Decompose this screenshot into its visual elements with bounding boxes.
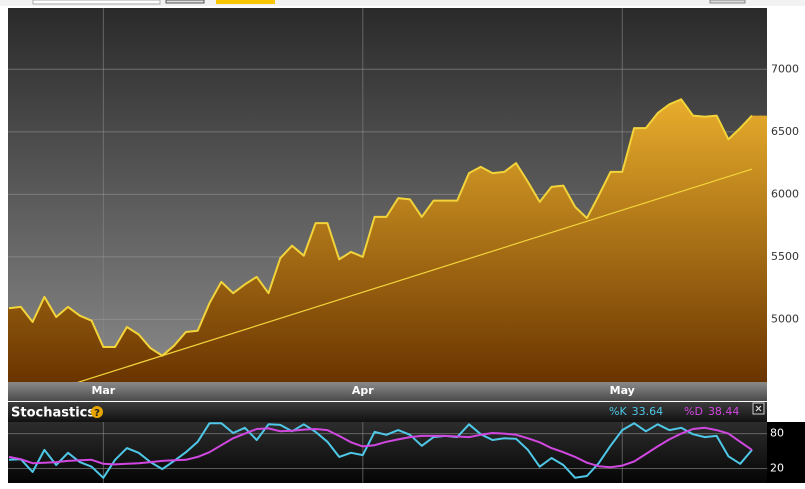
x-axis-strip [8, 382, 767, 401]
input-box[interactable] [32, 0, 161, 5]
area-fill [8, 99, 767, 382]
price-plot [8, 8, 767, 382]
series-line [8, 426, 753, 469]
legend-name: %D [684, 405, 703, 418]
toolbar [0, 0, 805, 6]
x-tick-label: Mar [91, 384, 115, 397]
y-tick-label: 7000 [771, 62, 799, 75]
help-text[interactable]: ? [94, 408, 100, 419]
tab[interactable] [216, 0, 275, 4]
y-tick-label: 20 [770, 461, 784, 474]
series-line [8, 98, 753, 357]
help-icon[interactable] [91, 406, 103, 418]
button[interactable] [709, 0, 746, 4]
y-tick-label: 80 [770, 427, 784, 440]
y-tick-label: 5000 [771, 312, 799, 325]
trend-line [77, 168, 753, 382]
stoch-header [8, 402, 767, 422]
button[interactable] [165, 0, 205, 4]
series-line [8, 422, 753, 479]
y-tick-label: 5500 [771, 250, 799, 263]
stoch-plot [8, 422, 767, 483]
labels: 5000 5500 6000 6500 7000 20 80 %K 33.64 %D 38.44 Ma… [91, 62, 799, 474]
legend-value: 38.44 [708, 405, 740, 418]
close-icon[interactable] [755, 405, 762, 412]
x-tick-label: May [610, 384, 635, 397]
legend-value: 33.64 [632, 405, 664, 418]
y-tick-label: 6000 [771, 187, 799, 200]
legend-name: %K [609, 405, 627, 418]
x-tick-label: Apr [352, 384, 374, 397]
stoch-axis-bg [767, 422, 805, 483]
y-tick-label: 6500 [771, 125, 799, 138]
stoch-title: Stochastics [11, 406, 95, 421]
